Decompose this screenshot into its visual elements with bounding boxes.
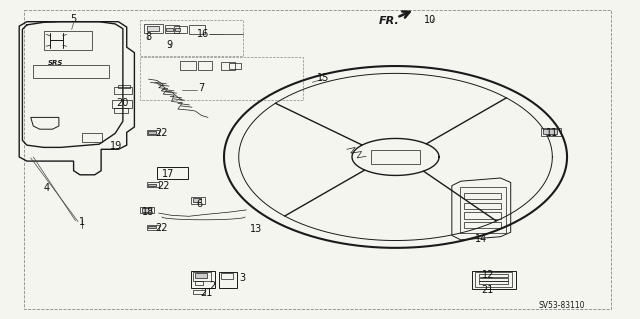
Text: 11: 11	[545, 128, 558, 138]
Bar	[112, 100, 132, 108]
Text: 21: 21	[200, 288, 212, 298]
Text: 17: 17	[161, 169, 174, 179]
Text: 16: 16	[197, 29, 210, 40]
Text: 22: 22	[155, 223, 168, 233]
Bar	[543, 129, 557, 134]
Bar	[33, 65, 109, 78]
Text: 13: 13	[250, 224, 262, 234]
Bar	[180, 61, 196, 70]
Text: 20: 20	[116, 98, 129, 108]
Text: SV53-83110: SV53-83110	[539, 301, 585, 310]
Bar	[189, 25, 205, 34]
Text: 2: 2	[209, 281, 216, 292]
Text: 22: 22	[155, 128, 168, 138]
Bar	[82, 133, 102, 142]
Bar	[371, 150, 420, 164]
Bar	[166, 28, 173, 31]
Bar	[118, 85, 130, 88]
Bar	[147, 182, 159, 187]
Text: 8: 8	[145, 32, 152, 42]
Text: 21: 21	[481, 285, 494, 295]
Bar	[195, 273, 207, 278]
Bar	[464, 222, 501, 228]
Bar	[229, 63, 241, 69]
Bar	[464, 203, 501, 209]
Bar	[464, 193, 501, 199]
Bar	[191, 271, 215, 288]
Text: 4: 4	[44, 183, 50, 193]
Bar	[157, 167, 188, 179]
Text: 18: 18	[142, 207, 155, 217]
Bar	[147, 130, 159, 135]
Bar	[175, 28, 180, 31]
Text: SRS: SRS	[48, 60, 63, 66]
Bar	[114, 108, 128, 113]
Bar	[472, 271, 516, 289]
Bar	[195, 281, 203, 285]
Bar	[221, 62, 235, 70]
Bar	[464, 212, 501, 219]
Bar	[142, 208, 151, 212]
Text: 6: 6	[196, 198, 203, 209]
Bar	[165, 25, 179, 33]
Bar	[140, 57, 303, 100]
Bar	[193, 290, 205, 294]
Bar	[144, 24, 163, 33]
Bar	[479, 274, 508, 277]
Bar	[198, 61, 212, 70]
Text: 19: 19	[110, 141, 123, 151]
Bar	[44, 31, 92, 50]
Bar	[475, 272, 512, 287]
Bar	[541, 128, 561, 136]
Bar	[193, 198, 201, 202]
Bar	[479, 281, 508, 284]
Text: FR.: FR.	[379, 16, 399, 26]
Text: 10: 10	[424, 15, 436, 25]
Bar	[147, 26, 159, 31]
Text: 5: 5	[70, 14, 77, 24]
Text: 15: 15	[317, 73, 330, 83]
Bar	[140, 20, 243, 56]
Text: 22: 22	[157, 181, 170, 191]
Bar	[148, 131, 156, 134]
Text: 12: 12	[481, 270, 494, 280]
Text: 3: 3	[239, 272, 245, 283]
Text: 1: 1	[79, 217, 85, 227]
Bar	[479, 278, 508, 281]
Bar	[147, 225, 159, 230]
Bar	[114, 87, 132, 94]
Bar	[193, 272, 211, 281]
Bar	[174, 26, 187, 33]
Bar	[219, 272, 237, 288]
Bar	[191, 197, 205, 204]
Bar	[460, 187, 506, 233]
Bar	[140, 207, 154, 213]
Text: 14: 14	[475, 234, 488, 244]
Text: 9: 9	[166, 40, 173, 50]
Bar	[148, 184, 156, 186]
Bar	[221, 273, 233, 279]
Text: 7: 7	[198, 83, 205, 93]
Bar	[148, 226, 156, 228]
